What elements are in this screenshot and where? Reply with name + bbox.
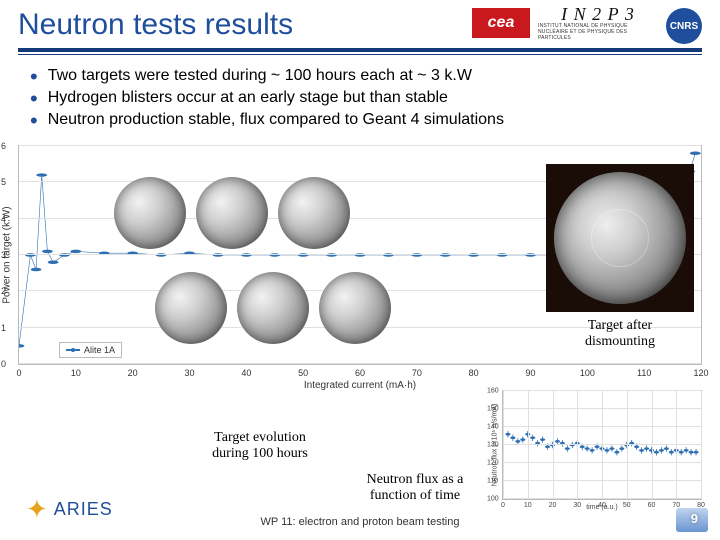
power-chart-legend: Alite 1A xyxy=(59,342,122,358)
target-thumb xyxy=(319,272,391,344)
rule-thin xyxy=(18,54,702,55)
power-chart-xlabel: Integrated current (mA·h) xyxy=(304,380,416,391)
bullet-icon: • xyxy=(30,111,38,131)
target-thumb xyxy=(237,272,309,344)
bullet-item: • Hydrogen blisters occur at an early st… xyxy=(30,89,690,109)
in2p3-logo-text: I N 2 P 3 xyxy=(561,5,635,23)
footer-text: WP 11: electron and proton beam testing xyxy=(261,516,460,528)
bullet-list: • Two targets were tested during ~ 100 h… xyxy=(0,63,720,139)
page-number: 9 xyxy=(691,511,698,526)
bullet-item: • Two targets were tested during ~ 100 h… xyxy=(30,67,690,87)
caption-dismount: Target afterdismounting xyxy=(550,318,690,350)
in2p3-logo: I N 2 P 3 Institut National de Physique … xyxy=(538,8,658,38)
aries-logo: ✦ ARIES xyxy=(26,496,113,522)
in2p3-logo-sub: Institut National de Physique Nucléaire … xyxy=(538,23,658,41)
caption-flux: Neutron flux as afunction of time xyxy=(340,472,490,504)
flux-chart: Neutron flux (×10⁵ n/s/mA) time (a.u.) 1… xyxy=(502,390,702,500)
target-dismount-photo xyxy=(546,164,694,312)
title-rule xyxy=(0,44,720,63)
legend-swatch-icon xyxy=(66,349,80,351)
slide-header: Neutron tests results cea I N 2 P 3 Inst… xyxy=(0,0,720,44)
target-thumb xyxy=(196,177,268,249)
aries-logo-text: ARIES xyxy=(54,499,113,520)
target-dismount-disc xyxy=(554,172,686,304)
bullet-item: • Neutron production stable, flux compar… xyxy=(30,111,690,131)
bullet-text: Hydrogen blisters occur at an early stag… xyxy=(48,89,448,107)
caption-evolution: Target evolutionduring 100 hours xyxy=(180,430,340,462)
aries-star-icon: ✦ xyxy=(26,496,48,522)
rule-thick xyxy=(18,48,702,52)
cnrs-logo: CNRS xyxy=(666,8,702,44)
target-thumb xyxy=(114,177,186,249)
bullet-text: Neutron production stable, flux compared… xyxy=(48,111,504,129)
cea-logo: cea xyxy=(472,8,530,38)
target-thumb xyxy=(155,272,227,344)
bullet-icon: • xyxy=(30,89,38,109)
bullet-icon: • xyxy=(30,67,38,87)
slide-title: Neutron tests results xyxy=(18,8,464,42)
bullet-text: Two targets were tested during ~ 100 hou… xyxy=(48,67,472,85)
legend-label: Alite 1A xyxy=(84,345,115,355)
target-thumb xyxy=(278,177,350,249)
